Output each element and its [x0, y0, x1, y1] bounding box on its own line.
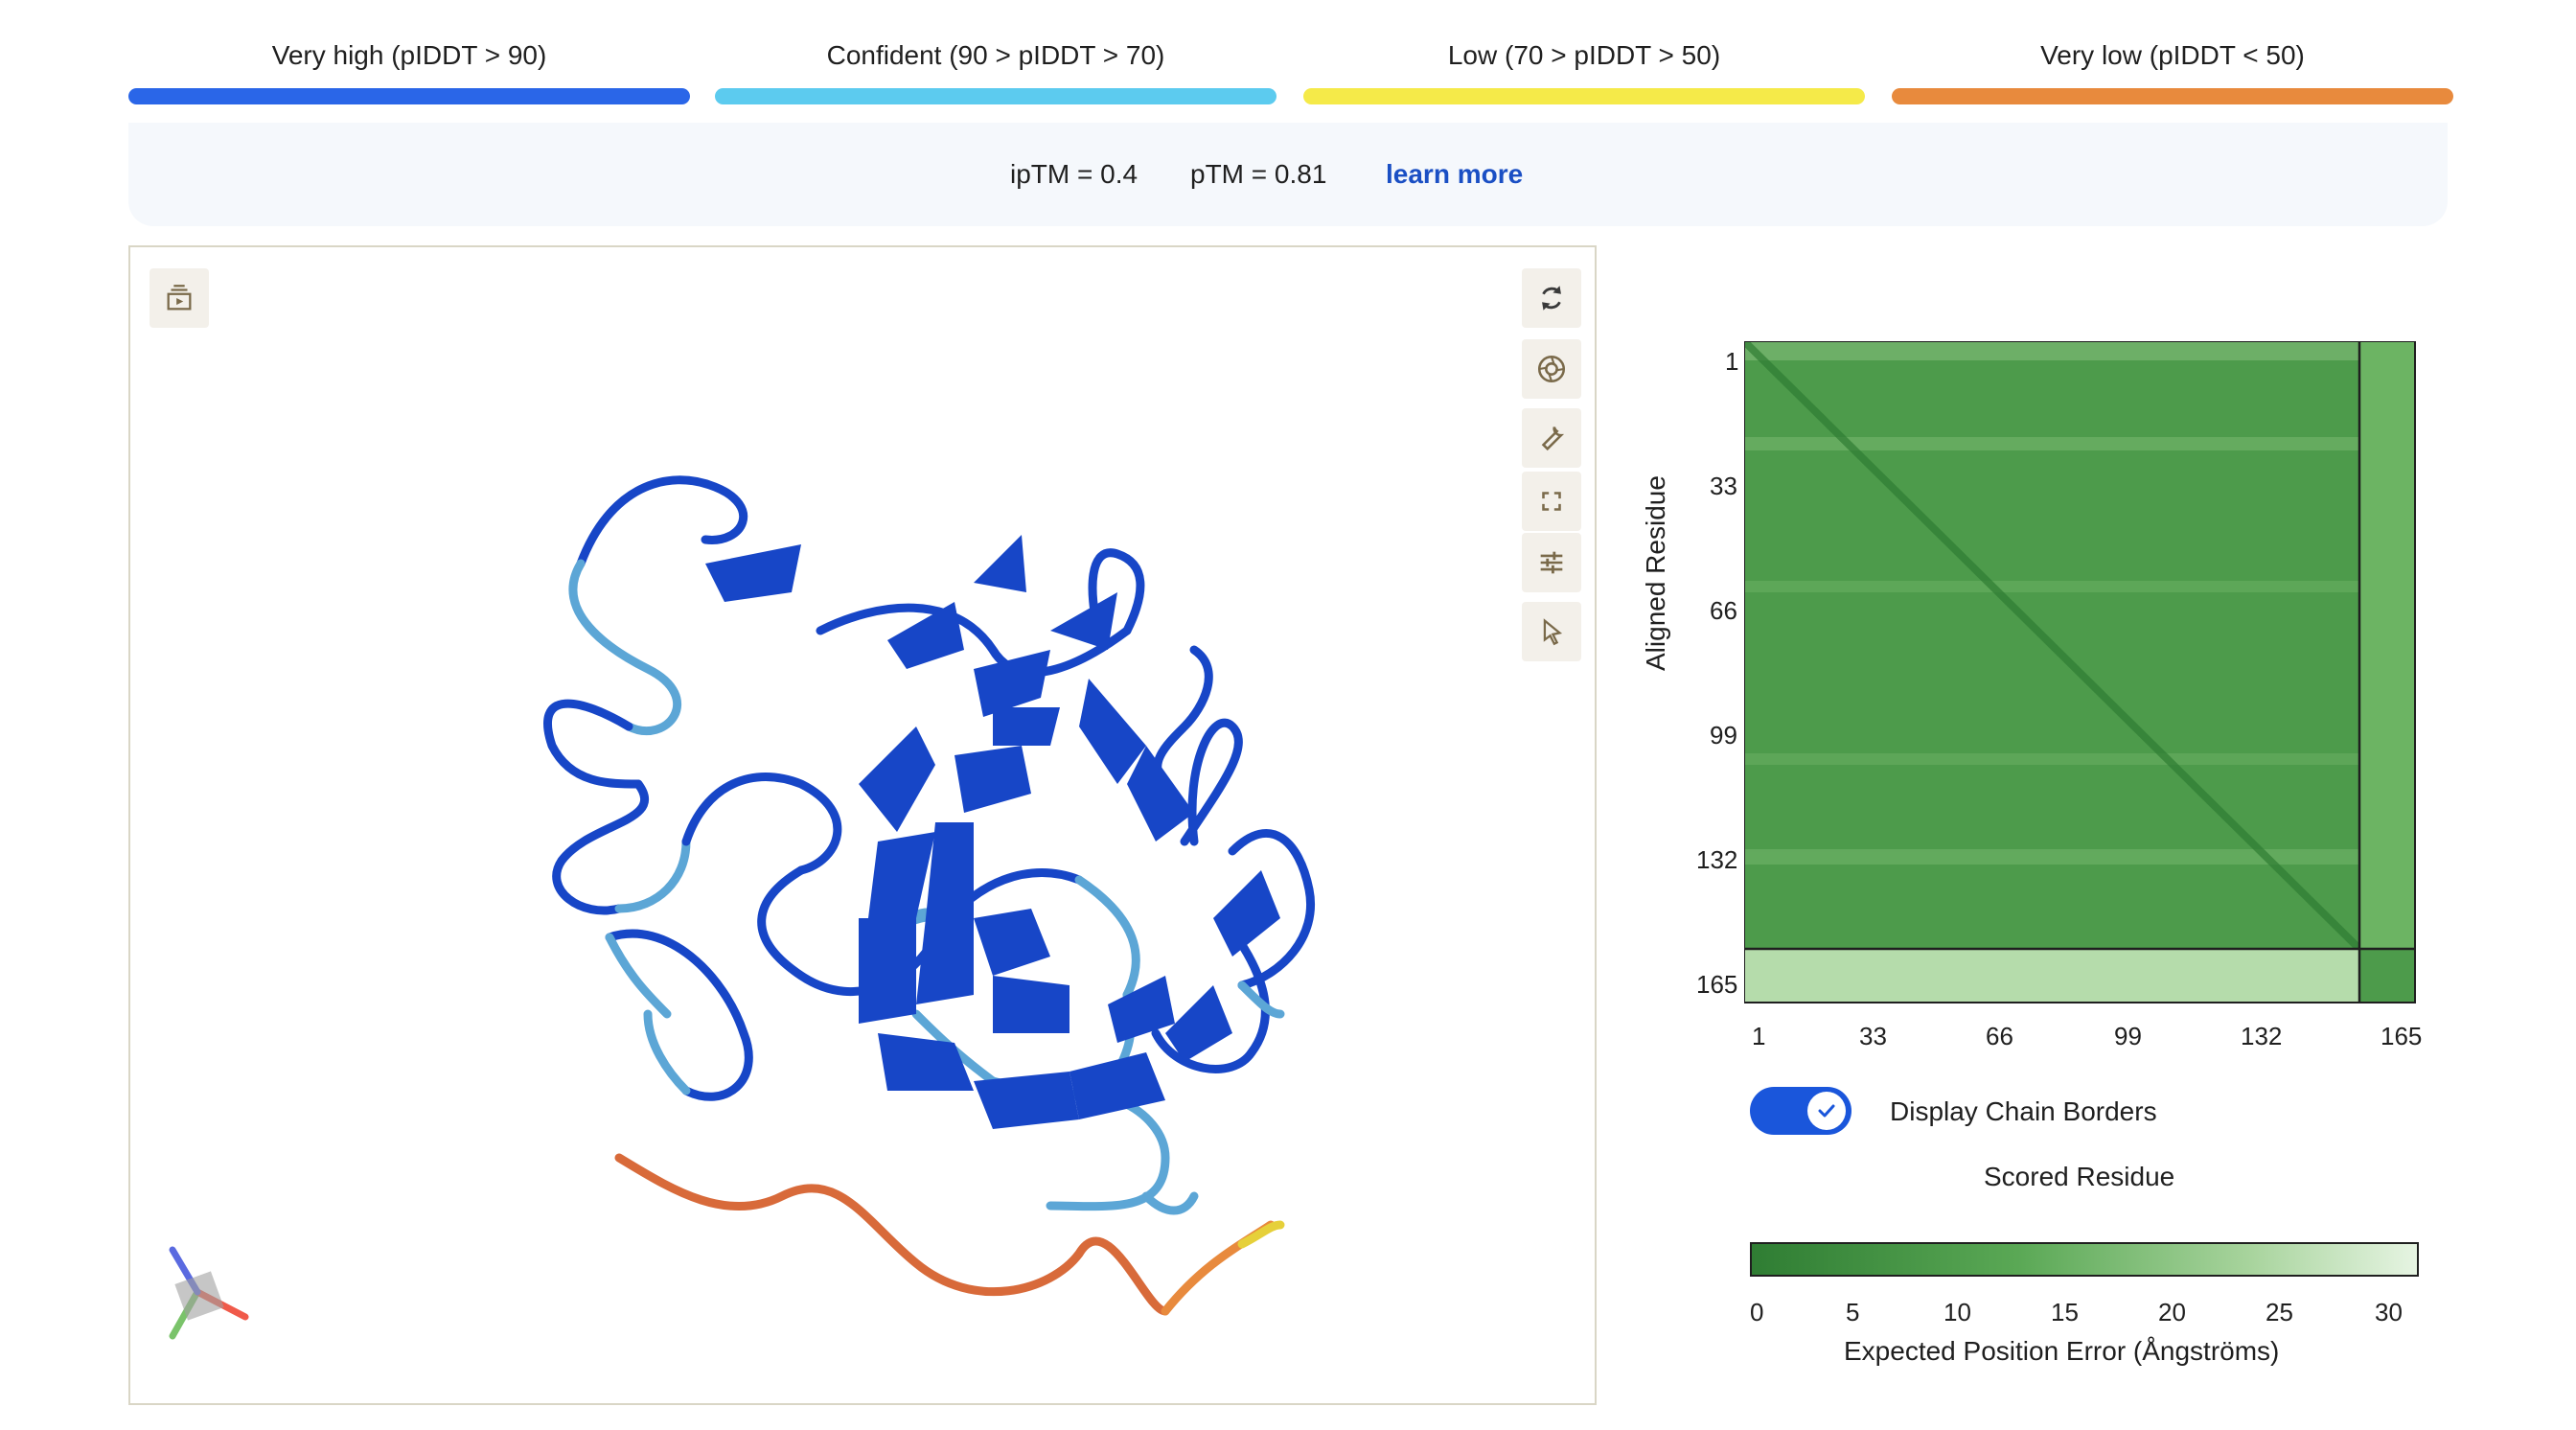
x-tick: 1 [1752, 1022, 1766, 1050]
ptm-score: pTM = 0.81 [1190, 159, 1327, 189]
chain-borders-toggle[interactable] [1750, 1087, 1852, 1135]
legend-very-low: Very low (pIDDT < 50) [1892, 38, 2453, 105]
score-strip: ipTM = 0.4 pTM = 0.81 learn more [128, 123, 2448, 226]
playback-icon [167, 285, 192, 311]
colorbar-tick: 30 [2375, 1298, 2403, 1326]
legend-very-high: Very high (pIDDT > 90) [128, 38, 690, 105]
legend-confident: Confident (90 > pIDDT > 70) [715, 38, 1276, 105]
wrench-button[interactable] [1522, 408, 1581, 468]
legend-label: Very high (pIDDT > 90) [271, 40, 547, 70]
legend-bar [715, 88, 1276, 104]
legend-bar [1892, 88, 2453, 104]
sliders-icon [1540, 551, 1563, 574]
y-tick: 1 [1725, 347, 1739, 376]
settings-button[interactable] [1522, 533, 1581, 592]
x-tick: 132 [2241, 1022, 2283, 1050]
protein-structure[interactable] [130, 247, 1595, 1403]
colorbar-tick: 0 [1750, 1298, 1764, 1326]
y-tick: 99 [1710, 721, 1737, 750]
camera-icon [1537, 355, 1566, 383]
playback-button[interactable] [150, 268, 209, 328]
x-tick: 33 [1859, 1022, 1887, 1050]
camera-button[interactable] [1522, 339, 1581, 399]
legend-label: Low (70 > pIDDT > 50) [1447, 40, 1721, 70]
toggle-knob [1807, 1092, 1846, 1130]
colorbar-tick: 20 [2158, 1298, 2186, 1326]
axes-gizmo [169, 1246, 249, 1340]
pae-x-axis-label: Scored Residue [1984, 1162, 2175, 1191]
plddt-legend: Very high (pIDDT > 90) Confident (90 > p… [128, 38, 2453, 105]
learn-more-link[interactable]: learn more [1386, 159, 1524, 189]
iptm-score: ipTM = 0.4 [1010, 159, 1138, 189]
legend-bar [128, 88, 690, 104]
colorbar-tick: 25 [2266, 1298, 2293, 1326]
pae-heatmap[interactable] [1744, 341, 2423, 1012]
y-tick: 132 [1696, 845, 1738, 874]
y-tick: 33 [1710, 472, 1737, 500]
x-tick: 165 [2380, 1022, 2423, 1050]
y-tick: 165 [1696, 970, 1738, 999]
legend-label: Confident (90 > pIDDT > 70) [826, 40, 1165, 70]
fullscreen-icon [1542, 492, 1561, 511]
colorbar-tick: 15 [2051, 1298, 2079, 1326]
colorbar-tick: 5 [1846, 1298, 1860, 1326]
legend-bar [1303, 88, 1865, 104]
x-tick: 66 [1986, 1022, 2013, 1050]
rotate-button[interactable] [1522, 268, 1581, 328]
cursor-icon [1543, 618, 1563, 646]
colorbar-label: Expected Position Error (Ångströms) [1844, 1336, 2280, 1366]
select-button[interactable] [1522, 602, 1581, 661]
chain-borders-label: Display Chain Borders [1890, 1096, 2157, 1126]
pae-colorbar [1750, 1242, 2419, 1277]
wrench-icon [1541, 427, 1565, 451]
rotate-icon [1542, 286, 1561, 311]
colorbar-tick: 10 [1944, 1298, 1971, 1326]
pae-y-axis-label: Aligned Residue [1641, 475, 1670, 671]
y-tick: 66 [1710, 596, 1737, 625]
check-icon [1818, 1104, 1835, 1118]
x-tick: 99 [2114, 1022, 2142, 1050]
fullscreen-button[interactable] [1522, 472, 1581, 531]
structure-viewer[interactable] [128, 245, 1597, 1405]
legend-label: Very low (pIDDT < 50) [2040, 40, 2305, 70]
legend-low: Low (70 > pIDDT > 50) [1303, 38, 1865, 105]
